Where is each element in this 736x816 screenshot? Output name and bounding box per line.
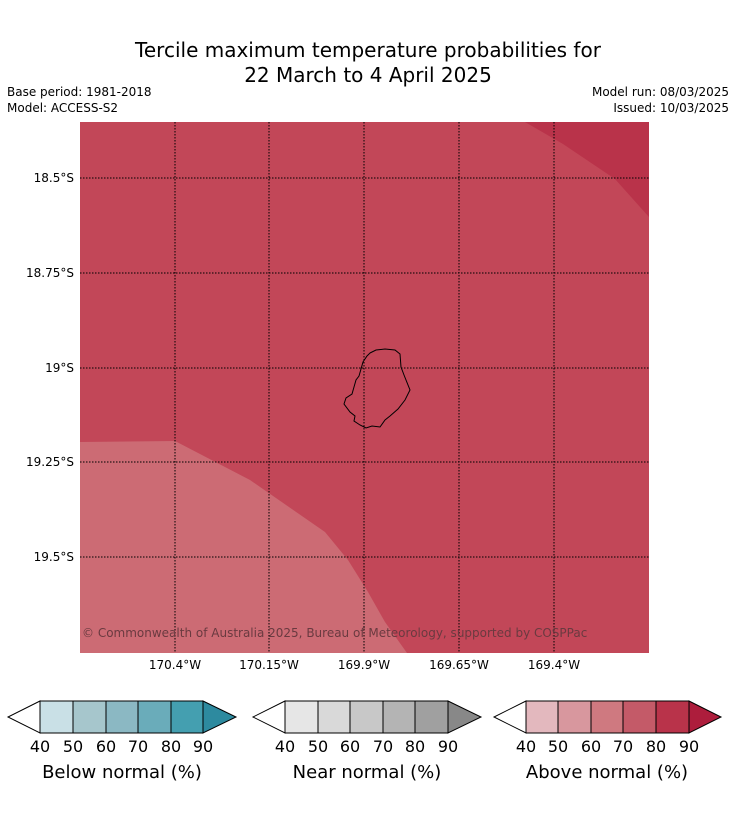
- meta-left: Base period: 1981-2018 Model: ACCESS-S2: [7, 84, 152, 116]
- cb-above-tick-50: 50: [547, 737, 569, 756]
- lon-label-169-65: 169.65°W: [429, 658, 489, 672]
- cb-below-seg-3: [105, 700, 139, 734]
- cb-below-tick-70: 70: [127, 737, 149, 756]
- lat-label-19-25: 19.25°S: [26, 455, 74, 469]
- cb-near-label: Near normal (%): [292, 762, 442, 783]
- colorbar-near-svg: [251, 700, 483, 734]
- map-svg: [80, 122, 649, 653]
- cb-above-seg-1: [525, 700, 559, 734]
- cb-near-seg-3: [349, 700, 384, 734]
- cb-above-seg-2: [557, 700, 592, 734]
- lat-label-19-5: 19.5°S: [33, 550, 74, 564]
- lon-label-169-9: 169.9°W: [337, 658, 391, 672]
- cb-above-seg-4: [622, 700, 657, 734]
- cb-near-tick-80: 80: [404, 737, 426, 756]
- cb-above-tick-60: 60: [580, 737, 602, 756]
- cb-near-seg-5: [414, 700, 449, 734]
- cb-near-seg-2: [317, 700, 351, 734]
- cb-near-tick-60: 60: [339, 737, 361, 756]
- gridlines: [80, 122, 649, 653]
- cb-near-tick-70: 70: [372, 737, 394, 756]
- title-line-1: Tercile maximum temperature probabilitie…: [135, 38, 601, 62]
- lat-label-18-75: 18.75°S: [26, 266, 74, 280]
- colorbar-below-segments: [6, 700, 238, 734]
- cb-near-tick-50: 50: [307, 737, 329, 756]
- colorbar-near-segments: [251, 700, 483, 734]
- lon-label-169-4: 169.4°W: [527, 658, 581, 672]
- cb-above-tick-80: 80: [645, 737, 667, 756]
- cb-near-tick-40: 40: [274, 737, 296, 756]
- cb-above-tick-90: 90: [678, 737, 700, 756]
- lat-label-19: 19°S: [45, 361, 74, 375]
- title-line-2: 22 March to 4 April 2025: [244, 63, 492, 87]
- niue-island-outline: [343, 348, 411, 429]
- fill-above-80-90: [525, 122, 649, 217]
- map-title: Tercile maximum temperature probabilitie…: [0, 38, 736, 88]
- meta-right: Model run: 08/03/2025 Issued: 10/03/2025: [592, 84, 729, 116]
- cb-above-seg-3: [590, 700, 624, 734]
- colorbar-above-segments: [492, 700, 723, 734]
- cb-above-seg-5: [655, 700, 690, 734]
- cb-below-seg-2: [72, 700, 107, 734]
- cb-below-seg-5: [170, 700, 204, 734]
- fill-above-60-70: [80, 441, 407, 653]
- cb-below-tick-80: 80: [160, 737, 182, 756]
- lat-label-18-5: 18.5°S: [33, 171, 74, 185]
- map-panel[interactable]: [80, 122, 649, 653]
- cb-below-tick-50: 50: [62, 737, 84, 756]
- copyright-notice: © Commonwealth of Australia 2025, Bureau…: [82, 626, 588, 640]
- cb-below-seg-6: [202, 700, 238, 734]
- lon-label-170-4: 170.4°W: [148, 658, 202, 672]
- cb-below-tick-60: 60: [95, 737, 117, 756]
- cb-above-tick-70: 70: [612, 737, 634, 756]
- cb-below-label: Below normal (%): [42, 762, 202, 783]
- cb-below-seg-1: [39, 700, 74, 734]
- cb-below-tick-90: 90: [192, 737, 214, 756]
- cb-below-seg-4: [137, 700, 172, 734]
- issued-date: Issued: 10/03/2025: [613, 101, 729, 115]
- cb-above-seg-0: [492, 700, 527, 734]
- cb-above-label: Above normal (%): [525, 762, 689, 783]
- cb-above-tick-40: 40: [515, 737, 537, 756]
- cb-below-tick-40: 40: [29, 737, 51, 756]
- lon-label-170-15: 170.15°W: [239, 658, 299, 672]
- cb-near-seg-6: [447, 700, 483, 734]
- colorbar-above-svg: [492, 700, 723, 734]
- cb-near-tick-90: 90: [437, 737, 459, 756]
- model-run: Model run: 08/03/2025: [591, 85, 729, 99]
- model-name: Model: ACCESS-S2: [7, 101, 119, 115]
- cb-above-seg-6: [688, 700, 723, 734]
- base-period: Base period: 1981-2018: [7, 85, 152, 99]
- colorbar-below-svg: [6, 700, 238, 734]
